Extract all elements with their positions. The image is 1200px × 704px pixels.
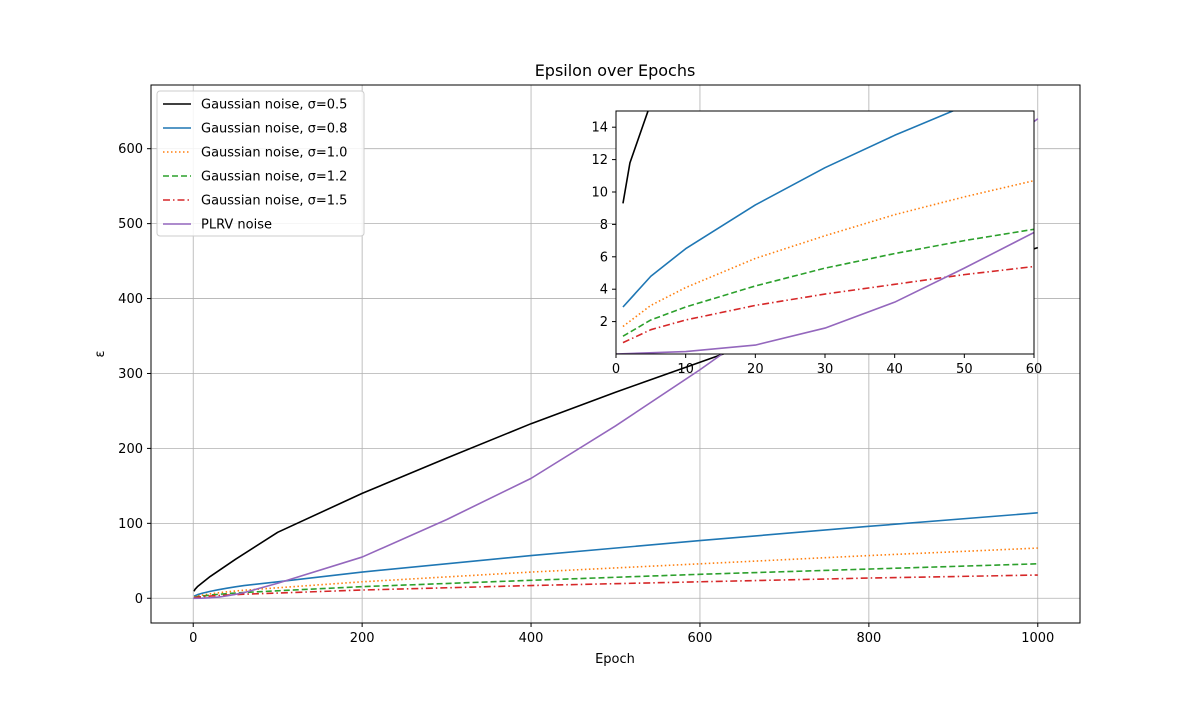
inset-y-tick-label: 12 bbox=[591, 153, 608, 168]
inset-series-line-1 bbox=[622, 111, 955, 308]
inset-y-tick-label: 6 bbox=[600, 250, 608, 265]
x-tick-label: 600 bbox=[688, 631, 713, 646]
legend: Gaussian noise, σ=0.5 Gaussian noise, σ=0… bbox=[156, 90, 365, 237]
y-tick-label: 400 bbox=[118, 292, 143, 307]
series-line-2 bbox=[193, 547, 1038, 598]
inset-y-tick-label: 10 bbox=[591, 186, 608, 201]
y-tick-label: 0 bbox=[135, 592, 143, 607]
x-tick-label: 1000 bbox=[1021, 631, 1054, 646]
inset-x-tick-label: 60 bbox=[1026, 362, 1043, 377]
legend-label-3: Gaussian noise, σ=1.2 bbox=[201, 170, 347, 185]
legend-label-0: Gaussian noise, σ=0.5 bbox=[201, 98, 347, 113]
inset-series-line-5 bbox=[616, 231, 1034, 354]
inset-background bbox=[616, 111, 1034, 354]
inset-x-tick-label: 50 bbox=[956, 362, 973, 377]
y-tick-label: 100 bbox=[118, 517, 143, 532]
chart-title: Epsilon over Epochs bbox=[535, 61, 696, 80]
inset-x-tick-label: 20 bbox=[747, 362, 764, 377]
legend-label-2: Gaussian noise, σ=1.0 bbox=[201, 146, 347, 161]
legend-box bbox=[156, 90, 365, 237]
x-tick-label: 200 bbox=[350, 631, 375, 646]
inset-ticks: 0 10 20 30 40 50 60 2 4 6 8 10 12 14 bbox=[591, 121, 1042, 377]
series-line-1 bbox=[193, 512, 1038, 597]
inset-series-group bbox=[616, 111, 1034, 354]
inset-axes: 0 10 20 30 40 50 60 2 4 6 8 10 12 14 bbox=[591, 110, 1042, 377]
y-axis-label: ε bbox=[93, 350, 108, 357]
y-tick-label: 200 bbox=[118, 442, 143, 457]
x-tick-label: 400 bbox=[519, 631, 544, 646]
legend-label-4: Gaussian noise, σ=1.5 bbox=[201, 194, 347, 209]
main-axes-frame bbox=[150, 84, 1081, 624]
legend-label-5: PLRV noise bbox=[201, 218, 272, 233]
y-tick-label: 600 bbox=[118, 142, 143, 157]
x-tick-label: 800 bbox=[856, 631, 881, 646]
x-tick-label: 0 bbox=[189, 631, 197, 646]
legend-label-1: Gaussian noise, σ=0.8 bbox=[201, 122, 347, 137]
series-line-3 bbox=[193, 563, 1038, 599]
inset-x-tick-label: 40 bbox=[886, 362, 903, 377]
inset-y-tick-label: 2 bbox=[600, 315, 608, 330]
inset-y-tick-label: 8 bbox=[600, 218, 608, 233]
inset-x-tick-label: 0 bbox=[612, 362, 620, 377]
y-tick-label: 300 bbox=[118, 367, 143, 382]
inset-x-tick-label: 30 bbox=[817, 362, 834, 377]
inset-y-tick-label: 14 bbox=[591, 121, 608, 136]
inset-series-line-4 bbox=[622, 265, 1034, 344]
series-line-4 bbox=[193, 574, 1038, 599]
inset-x-tick-label: 10 bbox=[677, 362, 694, 377]
inset-y-tick-label: 4 bbox=[600, 283, 608, 298]
inset-series-line-0 bbox=[622, 111, 649, 204]
x-axis-label: Epoch bbox=[595, 652, 635, 667]
y-tick-label: 500 bbox=[118, 217, 143, 232]
